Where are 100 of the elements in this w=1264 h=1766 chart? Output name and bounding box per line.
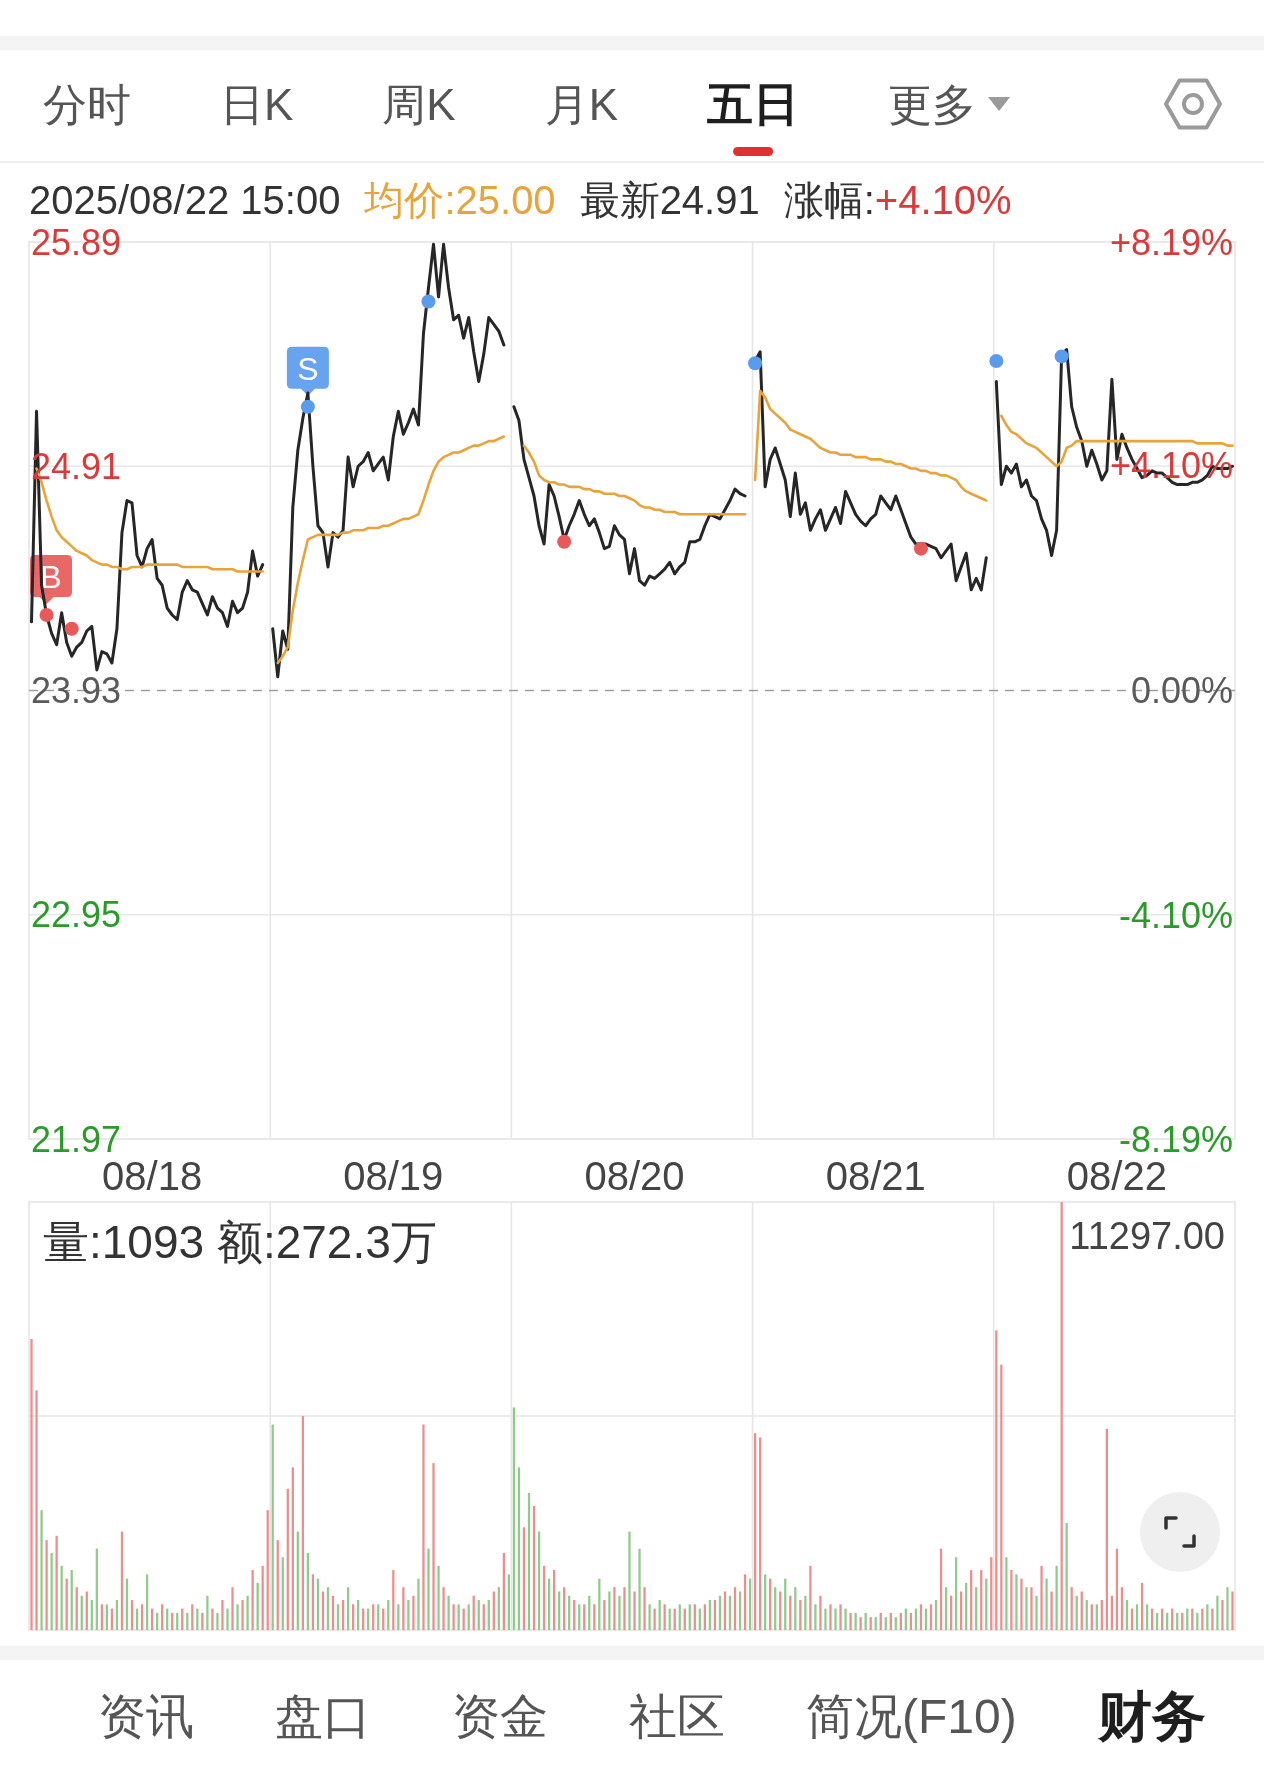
bar	[100, 1604, 103, 1630]
chart-title: 2025/08/22 15:00	[29, 178, 341, 222]
text: 五日	[707, 78, 800, 130]
bar	[688, 1604, 691, 1630]
point	[913, 541, 928, 556]
bar	[1095, 1604, 1098, 1630]
bar	[809, 1565, 812, 1630]
bar	[336, 1604, 340, 1630]
bar	[1045, 1578, 1048, 1630]
bar	[236, 1604, 239, 1630]
point	[748, 356, 763, 371]
bar	[412, 1595, 415, 1630]
chart-title: 量:1093 额:272.3万	[43, 1216, 437, 1268]
bar	[1135, 1604, 1139, 1630]
bar	[372, 1604, 375, 1630]
annotation: S	[297, 350, 319, 387]
text: 周K	[382, 79, 456, 129]
bar	[1015, 1574, 1018, 1630]
bar	[191, 1604, 194, 1630]
bar	[432, 1463, 435, 1630]
bar	[1035, 1595, 1038, 1630]
bar	[929, 1604, 933, 1630]
bar	[221, 1600, 224, 1630]
bar	[703, 1604, 706, 1630]
bar	[407, 1600, 410, 1630]
bar	[618, 1595, 621, 1630]
point	[1054, 349, 1069, 364]
bar	[422, 1424, 425, 1630]
x-tick-label: 08/19	[343, 1154, 444, 1198]
text: 盘口	[275, 1689, 371, 1743]
text: 分时	[43, 79, 131, 129]
bar	[1211, 1608, 1214, 1630]
bar	[723, 1591, 727, 1630]
annotation: B	[40, 558, 62, 595]
bar	[839, 1604, 842, 1630]
bar	[613, 1587, 616, 1630]
bar	[623, 1587, 626, 1630]
bar	[492, 1591, 495, 1630]
bar	[1030, 1587, 1033, 1630]
bar	[834, 1608, 837, 1630]
point	[989, 353, 1004, 368]
bar	[814, 1604, 817, 1630]
bar	[226, 1608, 229, 1630]
text: 月K	[544, 79, 619, 129]
bar	[1226, 1587, 1229, 1630]
bar	[693, 1604, 696, 1630]
point	[300, 399, 315, 414]
bar	[593, 1604, 596, 1630]
bar	[819, 1595, 822, 1630]
bar	[351, 1604, 355, 1630]
bar	[854, 1612, 857, 1630]
bar	[140, 1604, 144, 1630]
bar	[321, 1591, 325, 1630]
bar	[1206, 1604, 1209, 1630]
bar	[231, 1587, 234, 1630]
bar	[894, 1617, 897, 1630]
bar	[161, 1604, 164, 1630]
bar	[844, 1608, 847, 1630]
bar	[457, 1604, 460, 1630]
bar	[1080, 1591, 1083, 1630]
chart-subtitle: 均价:25.00 最新24.91 涨幅:+4.10%	[363, 178, 1012, 222]
bar	[663, 1604, 666, 1630]
bar	[633, 1591, 636, 1630]
text: 资金	[452, 1689, 548, 1743]
text: 财务	[1096, 1686, 1206, 1746]
bar	[40, 1510, 43, 1630]
bar	[1221, 1600, 1224, 1630]
bar	[558, 1591, 561, 1630]
point	[557, 534, 572, 549]
bar	[1145, 1604, 1149, 1630]
bar	[578, 1604, 581, 1630]
text: 更多	[888, 79, 977, 129]
bar	[397, 1604, 400, 1630]
bar	[1216, 1595, 1219, 1630]
bar	[628, 1531, 631, 1630]
bar	[859, 1617, 862, 1630]
bar	[849, 1612, 852, 1630]
bar	[45, 1540, 48, 1630]
text: 日K	[220, 79, 294, 129]
bar	[467, 1604, 470, 1630]
bar	[85, 1591, 88, 1630]
bar	[377, 1604, 380, 1630]
bar	[1010, 1570, 1013, 1630]
bar	[427, 1548, 430, 1630]
bar	[447, 1595, 450, 1630]
bar	[643, 1587, 646, 1630]
bar	[1025, 1587, 1028, 1630]
bar	[648, 1604, 651, 1630]
bar	[738, 1591, 742, 1630]
text: 社区	[629, 1689, 725, 1743]
point	[421, 294, 436, 309]
bar	[678, 1604, 681, 1630]
bar	[35, 1390, 38, 1630]
bar	[211, 1608, 214, 1630]
bar	[452, 1604, 455, 1630]
y-tick-label: 22.95	[31, 894, 122, 936]
point	[64, 621, 79, 636]
bar	[417, 1578, 420, 1630]
bar	[246, 1595, 249, 1630]
y2-tick-label: 0.00%	[1130, 670, 1233, 711]
